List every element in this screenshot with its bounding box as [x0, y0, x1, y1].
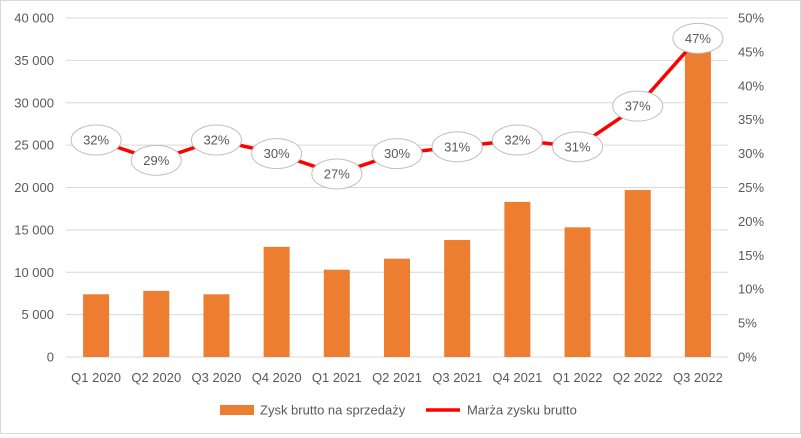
y-right-tick-label: 20% — [738, 214, 764, 229]
y-right-tick-label: 5% — [738, 316, 757, 331]
bar — [444, 240, 471, 357]
bar — [504, 201, 531, 357]
data-label: 32% — [504, 133, 530, 148]
data-label: 31% — [565, 139, 591, 154]
data-label: 30% — [264, 146, 290, 161]
data-label: 47% — [685, 31, 711, 46]
bar — [564, 227, 591, 357]
legend-label: Marża zysku brutto — [467, 403, 577, 418]
x-tick-label: Q3 2021 — [432, 370, 482, 385]
y-left-tick-label: 0 — [47, 350, 54, 365]
bar — [203, 294, 230, 357]
y-right-tick-label: 15% — [738, 248, 764, 263]
data-label-bubble — [491, 124, 543, 156]
x-tick-label: Q1 2020 — [71, 370, 121, 385]
legend: Zysk brutto na sprzedaży Marża zysku brut… — [220, 403, 577, 418]
x-tick-label: Q1 2021 — [312, 370, 362, 385]
y-right-tick-label: 40% — [738, 78, 764, 93]
x-tick-label: Q4 2021 — [492, 370, 542, 385]
x-tick-label: Q4 2020 — [252, 370, 302, 385]
bar-series — [83, 49, 711, 358]
y-left-tick-label: 30 000 — [14, 95, 54, 110]
bar — [323, 269, 350, 357]
data-label: 32% — [203, 133, 229, 148]
data-label: 27% — [324, 166, 350, 181]
data-label: 37% — [625, 99, 651, 114]
y-right-tick-label: 10% — [738, 282, 764, 297]
x-tick-label: Q2 2021 — [372, 370, 422, 385]
bar — [684, 49, 711, 358]
y-left-tick-label: 35 000 — [14, 53, 54, 68]
y-left-tick-label: 15 000 — [14, 222, 54, 237]
bar — [384, 258, 410, 357]
y-left-tick-label: 10 000 — [14, 265, 54, 280]
data-label-bubble — [371, 138, 423, 170]
y-right-tick-label: 25% — [738, 180, 764, 195]
data-labels: 32% 29% 32% 30% 27% 30% 31% 32% 31% 37% 47% — [70, 22, 724, 190]
y-left-tick-label: 20 000 — [14, 180, 54, 195]
x-tick-label: Q3 2022 — [673, 370, 723, 385]
data-label: 31% — [444, 139, 470, 154]
data-label: 30% — [384, 146, 410, 161]
data-label: 29% — [143, 153, 169, 168]
data-label-bubble — [431, 131, 483, 163]
data-label-bubble — [251, 138, 303, 170]
data-label-bubble — [552, 131, 604, 163]
y-left-tick-label: 40 000 — [14, 11, 54, 26]
y-right-tick-label: 50% — [738, 11, 764, 26]
bar — [624, 190, 651, 357]
data-label-bubble — [672, 22, 724, 54]
bar — [143, 290, 170, 357]
data-label-bubble — [612, 90, 664, 122]
legend-label: Zysk brutto na sprzedaży — [260, 403, 406, 418]
data-label-bubble — [130, 144, 182, 176]
x-tick-label: Q2 2022 — [613, 370, 663, 385]
data-label-bubble — [70, 124, 122, 156]
axes: 0 5 000 10 000 15 000 20 000 25 000 30 000 35 0… — [14, 11, 764, 386]
data-label: 32% — [83, 133, 109, 148]
x-tick-label: Q1 2022 — [553, 370, 603, 385]
x-tick-label: Q3 2020 — [192, 370, 242, 385]
y-right-tick-label: 45% — [738, 44, 764, 59]
data-label-bubble — [190, 124, 242, 156]
legend-swatch-bar — [220, 405, 254, 415]
bar — [263, 246, 290, 357]
x-tick-label: Q2 2020 — [131, 370, 181, 385]
y-right-tick-label: 35% — [738, 112, 764, 127]
y-right-tick-label: 0% — [738, 350, 757, 365]
y-left-tick-label: 5 000 — [21, 307, 54, 322]
y-right-tick-label: 30% — [738, 146, 764, 161]
data-label-bubble — [311, 158, 363, 190]
bar — [83, 294, 110, 357]
y-left-tick-label: 25 000 — [14, 138, 54, 153]
